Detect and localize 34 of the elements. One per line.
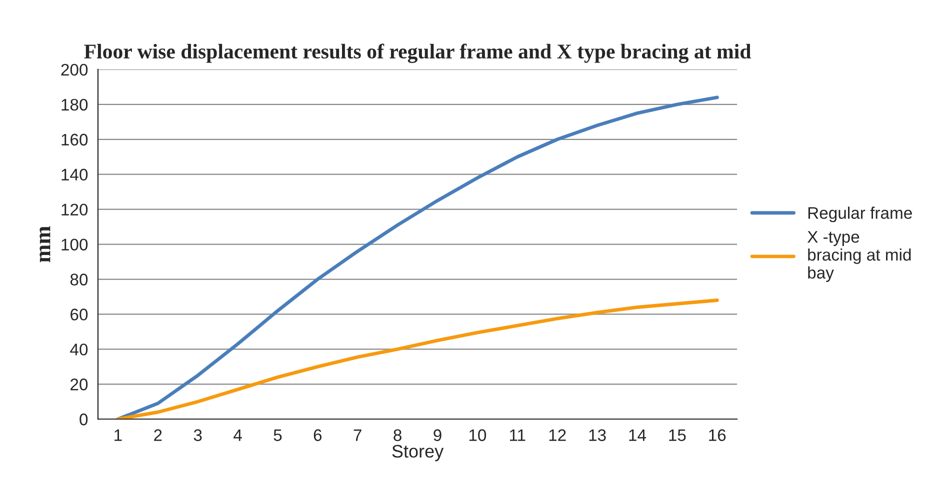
y-tick-label: 120 — [62, 204, 88, 216]
y-tick-label: 40 — [70, 344, 88, 356]
line-series — [116, 96, 719, 420]
x-tick-label: 12 — [549, 429, 566, 441]
x-tick-label: 2 — [154, 429, 162, 441]
x-axis-title: Storey — [392, 444, 444, 462]
x-tick-label: 10 — [469, 429, 486, 442]
legend-label: X -type bracing at mid bay — [807, 231, 911, 282]
y-tick-label: 180 — [62, 98, 88, 111]
x-tick-label: 14 — [629, 429, 646, 441]
x-tick-label: 9 — [434, 429, 442, 442]
y-tick-label: 140 — [62, 168, 88, 181]
x-tick-label: 5 — [274, 429, 282, 442]
y-tick-label: 100 — [62, 238, 88, 250]
x-tick-label: 4 — [234, 429, 242, 441]
line-series — [116, 298, 719, 420]
x-tick-label: 3 — [194, 429, 202, 442]
x-tick-label: 15 — [669, 429, 686, 442]
y-tick-label: 80 — [70, 274, 88, 286]
x-tick-label: 11 — [510, 429, 526, 441]
y-axis-title: mm — [40, 226, 50, 262]
y-tick-label: 20 — [70, 378, 88, 390]
y-tick-label: 160 — [62, 134, 88, 146]
x-tick-label: 8 — [394, 429, 402, 442]
x-tick-label: 7 — [354, 429, 362, 441]
legend-label: Regular frame — [808, 206, 912, 222]
y-tick-label: 0 — [80, 414, 88, 426]
y-tick-label: 200 — [61, 64, 88, 76]
x-tick-label: 16 — [709, 429, 726, 442]
y-tick-label: 60 — [70, 308, 88, 320]
x-tick-label: 13 — [589, 429, 606, 442]
x-tick-label: 1 — [114, 429, 122, 441]
chart-title: Floor wise displacement results of regular frame and X type bracing at mid — [84, 44, 752, 63]
x-tick-label: 6 — [314, 429, 322, 442]
